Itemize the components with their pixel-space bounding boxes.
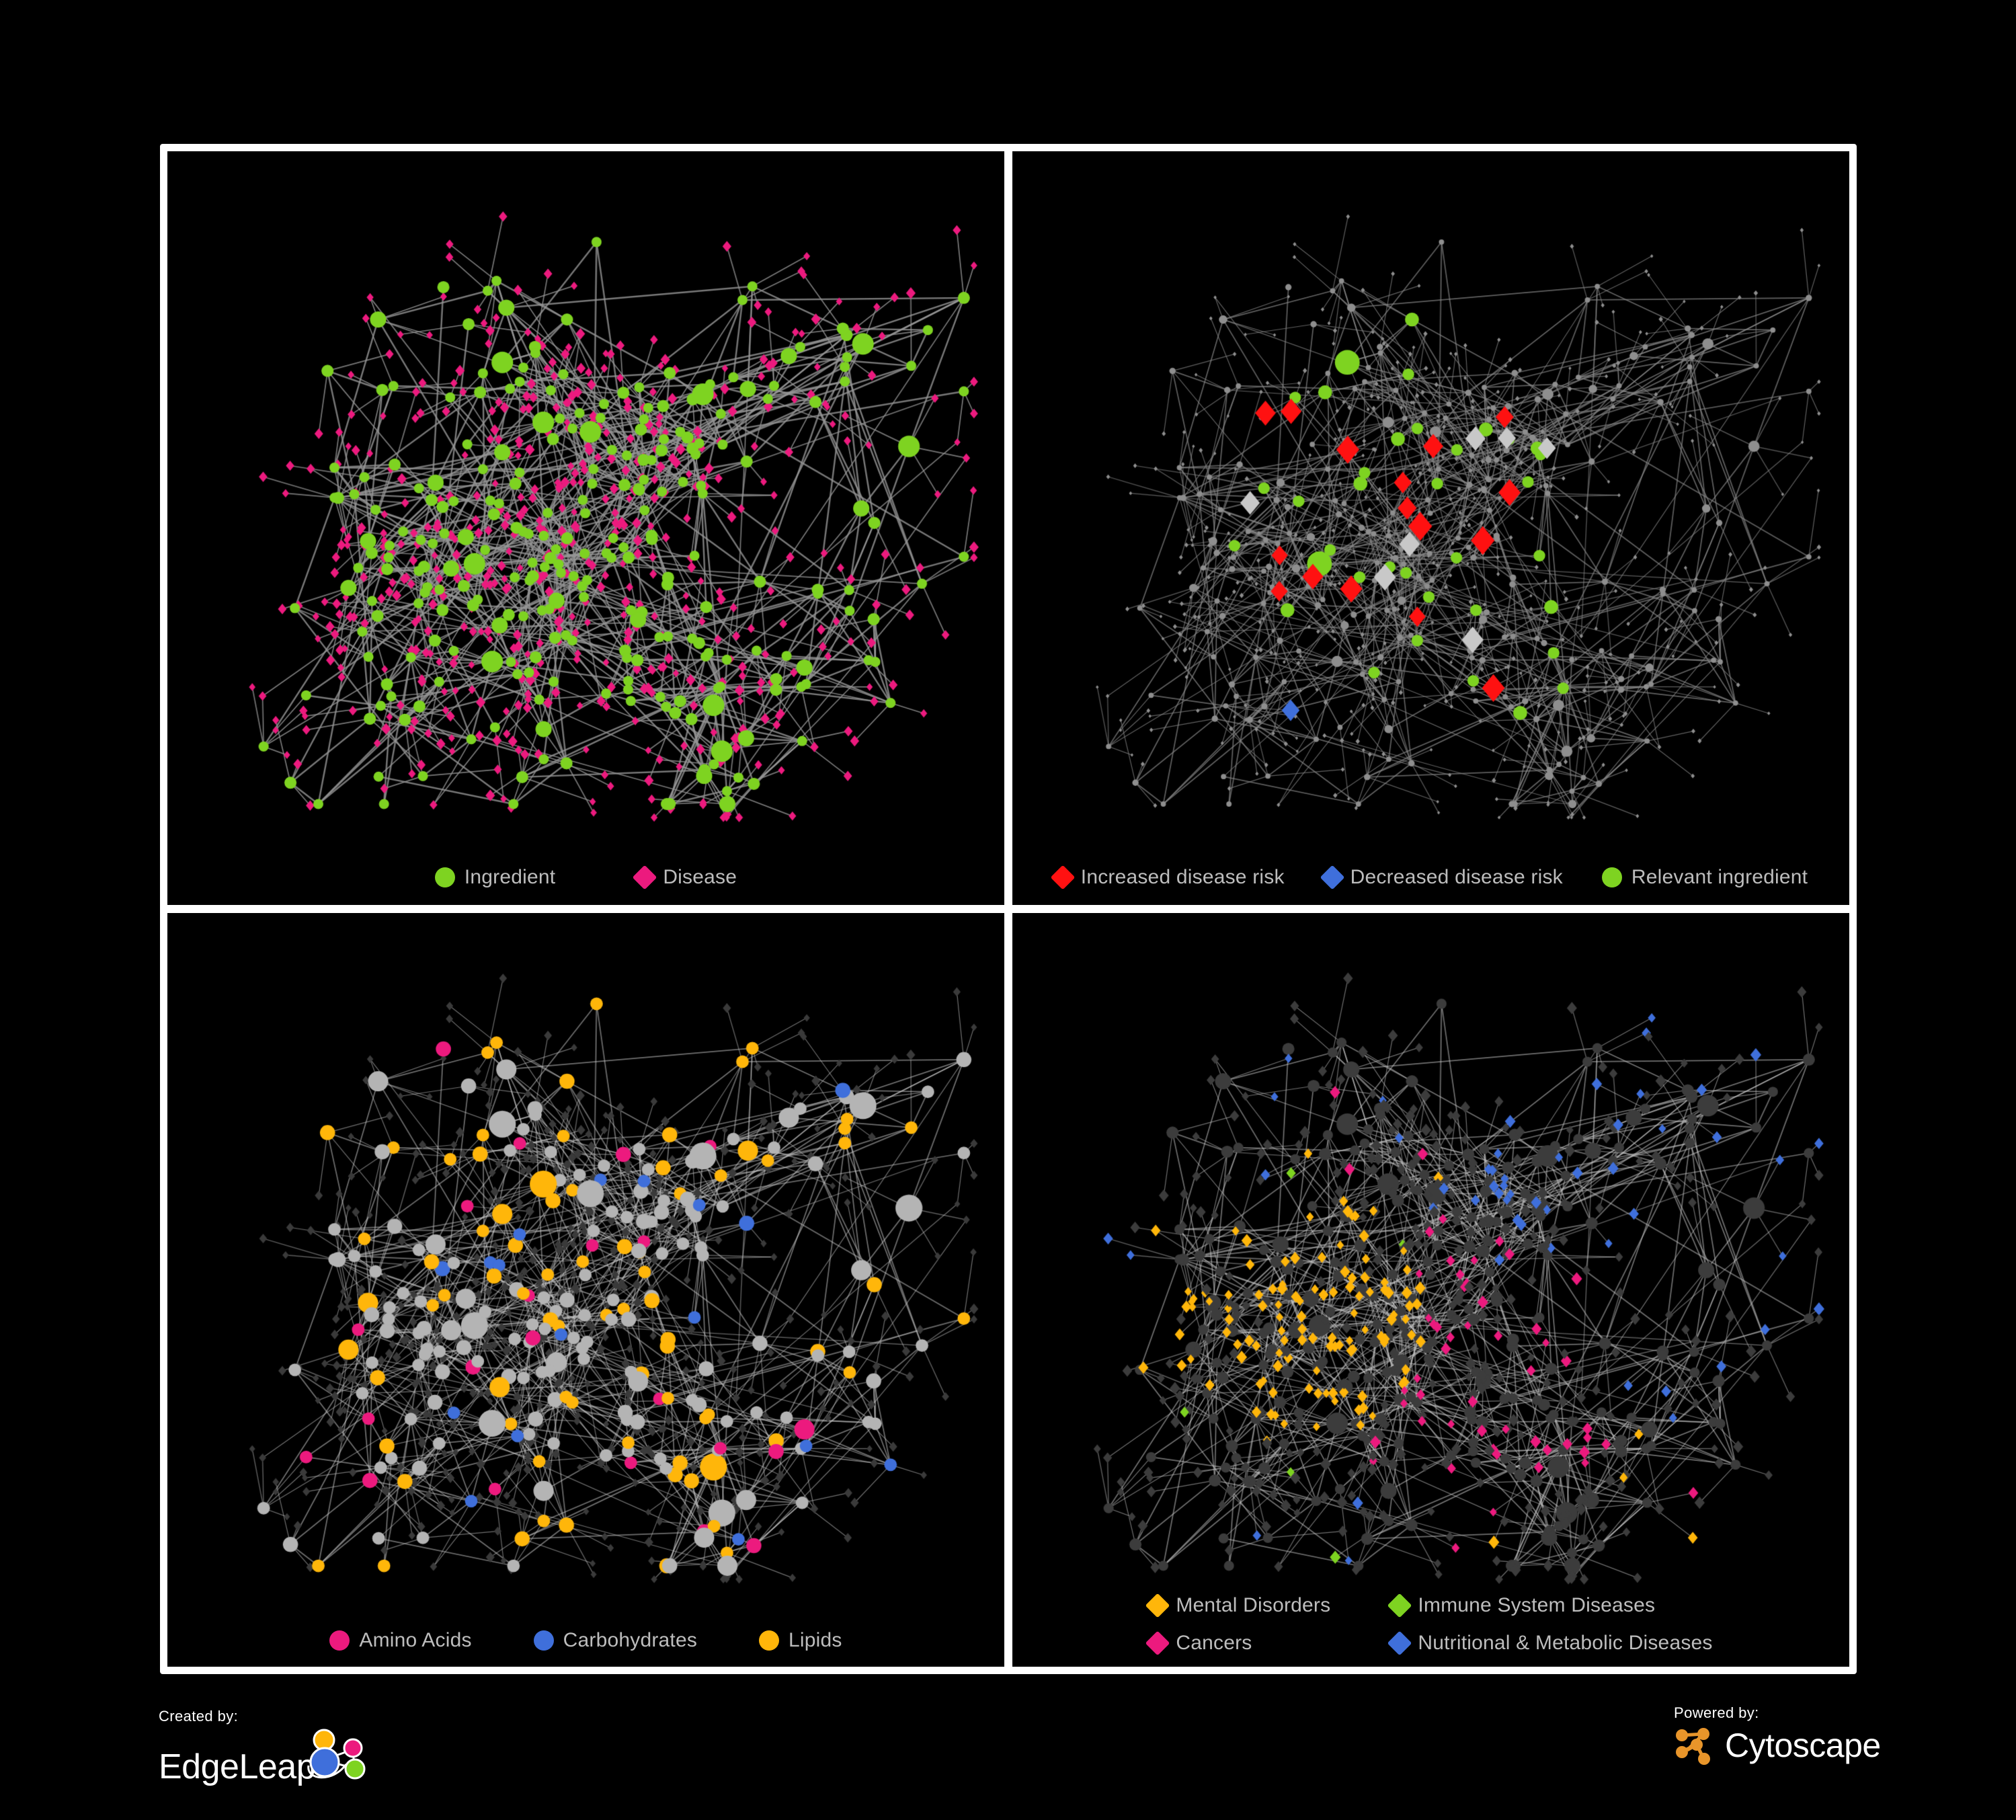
powered-by-caption: Powered by: <box>1674 1704 1759 1721</box>
ingredient-circle-icon <box>434 867 455 887</box>
legend-item-relevant-ingredient[interactable]: Relevant ingredient <box>1601 866 1808 889</box>
legend-row: Ingredient Disease <box>434 865 737 890</box>
legend-label: Immune System Diseases <box>1418 1594 1656 1616</box>
legend-label: Carbohydrates <box>563 1629 698 1651</box>
legend-item-mental-disorders[interactable]: Mental Disorders <box>1145 1593 1391 1618</box>
relevant-ingredient-circle-icon <box>1601 867 1622 887</box>
legend-item-disease[interactable]: Disease <box>632 865 737 890</box>
legend-disease-class: Mental Disorders Immune System Diseases … <box>1012 1593 1849 1656</box>
increased-risk-diamond-icon <box>1050 865 1076 890</box>
lipids-circle-icon <box>759 1630 780 1651</box>
legend-label: Lipids <box>789 1629 842 1651</box>
immune-system-diseases-diamond-icon <box>1387 1593 1412 1618</box>
cancers-diamond-icon <box>1145 1630 1170 1656</box>
legend-item-lipids[interactable]: Lipids <box>759 1629 842 1652</box>
legend-disease-risk: Increased disease risk Decreased disease… <box>1012 865 1849 890</box>
legend-label: Mental Disorders <box>1176 1594 1331 1616</box>
legend-label: Nutritional & Metabolic Diseases <box>1418 1632 1713 1654</box>
legend-item-decreased-risk[interactable]: Decreased disease risk <box>1320 865 1563 890</box>
legend-label: Disease <box>663 866 737 888</box>
legend-item-ingredient[interactable]: Ingredient <box>434 866 556 889</box>
disease-diamond-icon <box>632 865 657 890</box>
network-canvas-disease-risk[interactable] <box>1012 151 1849 905</box>
created-by-caption: Created by: <box>159 1708 239 1725</box>
legend-label: Decreased disease risk <box>1350 866 1563 888</box>
cytoscape-icon <box>1676 1728 1710 1765</box>
network-canvas-disease-class[interactable] <box>1012 913 1849 1667</box>
network-canvas-ingredient-disease[interactable] <box>167 151 1004 905</box>
figure-frame: Ingredient Disease Increased disease ris… <box>160 144 1857 1674</box>
panel-disease-risk[interactable]: Increased disease risk Decreased disease… <box>1012 151 1849 905</box>
legend-item-immune-system-diseases[interactable]: Immune System Diseases <box>1387 1593 1656 1618</box>
legend-label: Increased disease risk <box>1080 866 1285 888</box>
legend-label: Relevant ingredient <box>1631 866 1808 888</box>
legend-row: Cancers Nutritional & Metabolic Diseases <box>1145 1630 1713 1656</box>
panel-disease-class[interactable]: Mental Disorders Immune System Diseases … <box>1012 913 1849 1667</box>
legend-ingredient-disease: Ingredient Disease <box>167 865 1004 890</box>
decreased-risk-diamond-icon <box>1320 865 1345 890</box>
mental-disorders-diamond-icon <box>1145 1593 1170 1618</box>
amino-acids-circle-icon <box>329 1630 350 1651</box>
legend-row: Mental Disorders Immune System Diseases <box>1145 1593 1712 1618</box>
network-canvas-nutrient-class[interactable] <box>167 913 1004 1667</box>
legend-row: Increased disease risk Decreased disease… <box>1050 865 1808 890</box>
legend-row: Amino Acids Carbohydrates Lipids <box>329 1629 842 1652</box>
legend-item-nutritional-metabolic-diseases[interactable]: Nutritional & Metabolic Diseases <box>1387 1630 1713 1656</box>
edgeleap-logo[interactable]: Created by: EdgeLeap <box>159 1708 370 1784</box>
legend-label: Amino Acids <box>359 1629 472 1651</box>
cytoscape-logo[interactable]: Powered by: Cytoscape <box>1674 1704 1881 1766</box>
legend-item-cancers[interactable]: Cancers <box>1145 1630 1391 1656</box>
legend-label: Cancers <box>1176 1632 1252 1654</box>
panel-nutrient-class[interactable]: Amino Acids Carbohydrates Lipids <box>167 913 1004 1667</box>
edgeleap-wordmark: EdgeLeap <box>159 1747 316 1786</box>
panel-ingredient-disease[interactable]: Ingredient Disease <box>167 151 1004 905</box>
nutritional-metabolic-diseases-diamond-icon <box>1387 1630 1412 1656</box>
legend-item-carbohydrates[interactable]: Carbohydrates <box>533 1629 698 1652</box>
network-nodes-icon <box>307 1729 366 1780</box>
carbohydrates-circle-icon <box>533 1630 554 1651</box>
legend-item-increased-risk[interactable]: Increased disease risk <box>1050 865 1285 890</box>
legend-nutrient-class: Amino Acids Carbohydrates Lipids <box>167 1629 1004 1652</box>
legend-item-amino-acids[interactable]: Amino Acids <box>329 1629 471 1652</box>
legend-label: Ingredient <box>464 866 556 888</box>
cytoscape-wordmark: Cytoscape <box>1725 1727 1881 1764</box>
